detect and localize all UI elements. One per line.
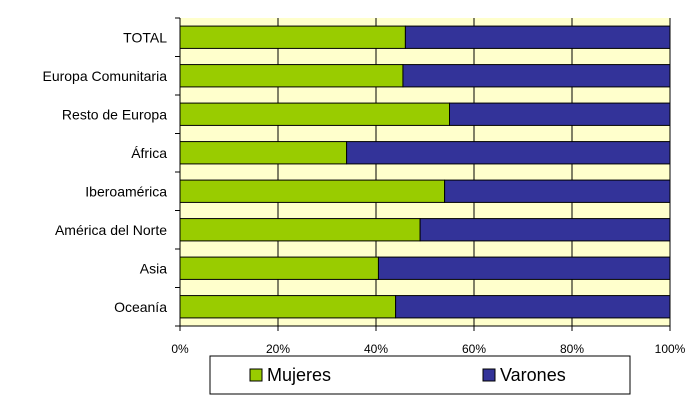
category-label: Iberoamérica xyxy=(85,183,167,199)
legend-swatch-mujeres xyxy=(249,368,263,382)
bar-varones-6 xyxy=(377,256,671,280)
legend-swatch-varones xyxy=(482,368,496,382)
category-label: TOTAL xyxy=(123,29,167,45)
category-label: Europa Comunitaria xyxy=(42,68,167,84)
category-label: América del Norte xyxy=(55,222,167,238)
bar-mujeres-1 xyxy=(179,64,404,88)
legend-label-mujeres: Mujeres xyxy=(267,365,331,385)
bar-varones-4 xyxy=(444,179,671,203)
tick-labels: 0% 20% 40% 60% 80% 100% xyxy=(171,342,685,356)
bars xyxy=(179,25,671,319)
legend: Mujeres Varones xyxy=(209,355,631,395)
x-tick-label: 40% xyxy=(364,342,388,356)
x-tick-label: 100% xyxy=(655,342,686,356)
category-label: Resto de Europa xyxy=(62,106,167,122)
bar-varones-3 xyxy=(346,141,671,165)
bar-mujeres-7 xyxy=(179,295,397,319)
x-tick-label: 80% xyxy=(560,342,584,356)
category-label: Oceanía xyxy=(114,299,167,315)
category-label: África xyxy=(131,145,167,161)
bar-mujeres-3 xyxy=(179,141,348,165)
bar-varones-7 xyxy=(395,295,671,319)
bar-mujeres-6 xyxy=(179,256,379,280)
bar-mujeres-0 xyxy=(179,25,406,49)
x-tick-label: 20% xyxy=(266,342,290,356)
category-label: Asia xyxy=(140,260,167,276)
bar-mujeres-2 xyxy=(179,102,450,126)
bar-varones-2 xyxy=(449,102,671,126)
legend-label-varones: Varones xyxy=(500,365,566,385)
axes xyxy=(175,17,671,331)
bar-varones-1 xyxy=(402,64,671,88)
x-tick-label: 60% xyxy=(462,342,486,356)
legend-box xyxy=(209,355,631,395)
bar-mujeres-5 xyxy=(179,218,421,242)
bar-varones-0 xyxy=(404,25,671,49)
category-labels: TOTAL Europa Comunitaria Resto de Europa Áf… xyxy=(42,29,167,315)
bar-mujeres-4 xyxy=(179,179,446,203)
bar-varones-5 xyxy=(419,218,671,242)
x-tick-label: 0% xyxy=(171,342,189,356)
